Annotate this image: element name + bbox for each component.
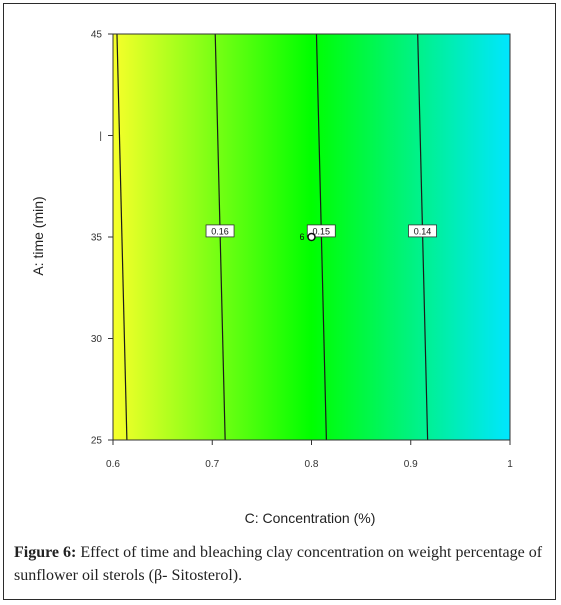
contour-plot: 0.16 0.15 0.14 6 0.6 0.7 0.8 0.9 1 25 30 35 | 45 C: C… xyxy=(30,30,513,527)
x-tick-label: 0.8 xyxy=(305,459,319,470)
caption-label: Figure 6: xyxy=(14,544,77,561)
y-tick-label: | xyxy=(99,131,102,142)
x-axis-title: C: Concentration (%) xyxy=(245,510,376,526)
y-tick-label: 30 xyxy=(91,334,103,345)
y-tick-label: 45 xyxy=(91,30,103,41)
contour-label: 0.15 xyxy=(313,226,331,236)
design-point xyxy=(307,232,316,242)
caption-text: Effect of time and bleaching clay concen… xyxy=(14,544,543,584)
y-tick-label: 25 xyxy=(91,436,103,447)
contour-label-box xyxy=(205,224,235,238)
y-axis-title: A: time (min) xyxy=(30,196,46,275)
figure-caption: Figure 6: Effect of time and bleaching c… xyxy=(14,541,544,587)
x-tick-label: 1 xyxy=(507,459,513,470)
contour-label-box xyxy=(408,224,437,238)
design-point-label: 6 xyxy=(299,232,304,242)
contour-label: 0.16 xyxy=(211,226,229,236)
x-tick-label: 0.9 xyxy=(404,459,418,470)
x-tick-label: 0.6 xyxy=(106,459,120,470)
x-tick-label: 0.7 xyxy=(205,459,219,470)
y-tick-label: 35 xyxy=(91,233,103,244)
contour-edge-line xyxy=(116,33,128,441)
contour-label: 0.14 xyxy=(414,226,432,236)
